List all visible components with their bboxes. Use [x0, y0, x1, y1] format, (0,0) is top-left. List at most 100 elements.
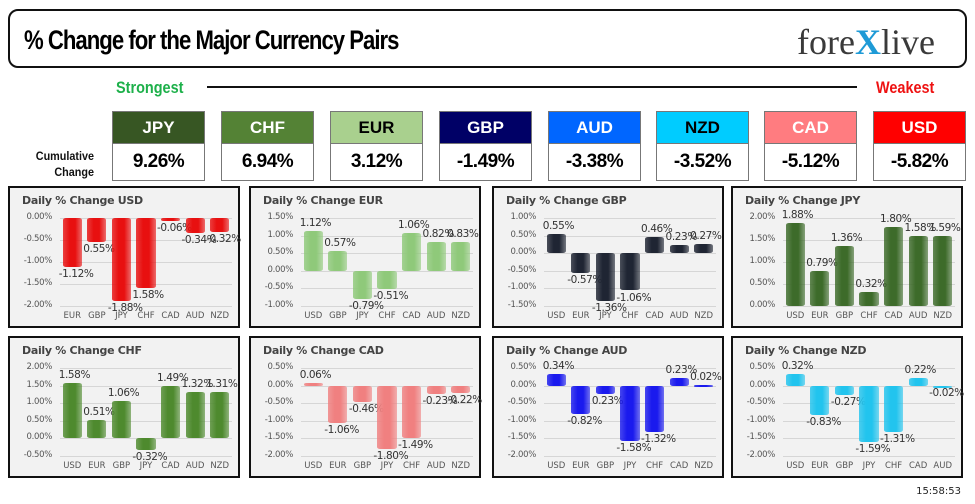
- x-tick-label: AUD: [426, 461, 446, 471]
- gridline: [783, 456, 955, 457]
- bar-gbp: [87, 218, 107, 243]
- data-label: 1.32%: [181, 377, 214, 390]
- chart-panel-usd: Daily % Change USD 0.00% -0.50% -1.00% -1.50…: [8, 186, 241, 328]
- chart-title: Daily % Change AUD: [506, 344, 628, 357]
- gridline: [301, 218, 473, 219]
- bar-cad: [401, 233, 422, 271]
- bar-eur: [571, 385, 591, 415]
- data-label: -0.06%: [156, 221, 192, 234]
- currency-card-eur: EUR 3.12%: [330, 111, 423, 181]
- data-label: 0.51%: [83, 406, 115, 419]
- y-tick-label: -0.50%: [23, 450, 53, 460]
- y-tick-label: -0.50%: [264, 397, 294, 408]
- y-tick-label: -2.00%: [746, 450, 776, 460]
- x-tick-label: CAD: [669, 461, 689, 471]
- data-label: 1.06%: [397, 219, 430, 232]
- bar-jpy: [352, 270, 372, 299]
- y-tick-label: -1.50%: [507, 300, 537, 310]
- y-tick-label: 0.00%: [26, 212, 52, 222]
- bar-chf: [859, 291, 879, 306]
- y-tick-label: 0.50%: [749, 278, 775, 288]
- bar-aud: [426, 385, 446, 394]
- chart-panel-aud: Daily % Change AUD 0.50% 0.00% -0.50% -1.00%…: [492, 336, 724, 478]
- y-tick-label: 1.00%: [749, 256, 775, 266]
- currency-code: AUD: [549, 112, 640, 144]
- bar-usd: [785, 374, 805, 386]
- x-tick-label: EUR: [811, 311, 829, 321]
- x-tick-label: USD: [786, 311, 805, 321]
- y-tick-label: -0.50%: [746, 397, 776, 408]
- data-label: 0.23%: [665, 363, 698, 376]
- x-tick-label: AUD: [669, 311, 689, 321]
- data-label: -1.80%: [373, 449, 409, 462]
- data-label: 0.82%: [422, 227, 455, 240]
- cumulative-value: -3.52%: [657, 144, 748, 180]
- bar-chf: [401, 385, 422, 439]
- bar-chf: [883, 385, 904, 432]
- gridline: [783, 262, 955, 263]
- y-tick-label: 0.50%: [267, 247, 293, 258]
- page-title: % Change for the Major Currency Pairs: [24, 25, 400, 55]
- data-label: 0.02%: [690, 370, 722, 383]
- x-tick-label: AUD: [933, 461, 952, 471]
- y-tick-label: -2.00%: [23, 300, 53, 310]
- x-tick-label: AUD: [908, 311, 928, 321]
- y-tick-label: 0.50%: [749, 362, 775, 372]
- gridline: [301, 235, 473, 237]
- gridline: [60, 385, 232, 387]
- gridline: [544, 235, 716, 237]
- data-label: 0.55%: [83, 243, 115, 256]
- chart-panel-gbp: Daily % Change GBP 1.00% 0.50% 0.00% -0.50% -…: [492, 186, 724, 328]
- y-tick-label: 0.00%: [267, 379, 293, 390]
- bar-nzd: [933, 236, 953, 306]
- bar-cad: [883, 226, 904, 306]
- y-tick-label: 0.00%: [267, 264, 293, 275]
- data-label: 0.34%: [542, 359, 575, 372]
- cumulative-value: -3.38%: [549, 144, 640, 180]
- gridline: [783, 306, 955, 307]
- y-tick-label: -0.50%: [507, 397, 537, 408]
- bar-jpy: [377, 385, 397, 449]
- y-tick-label: -1.50%: [507, 432, 537, 443]
- bar-gbp: [595, 385, 615, 394]
- data-label: -0.82%: [567, 415, 603, 428]
- gridline: [544, 368, 716, 369]
- bar-nzd: [451, 241, 471, 271]
- currency-card-aud: AUD -3.38%: [548, 111, 641, 181]
- y-tick-label: 1.50%: [267, 212, 293, 222]
- x-tick-label: EUR: [572, 461, 590, 471]
- bar-aud: [933, 385, 953, 388]
- data-label: 1.58%: [132, 288, 164, 301]
- y-tick-label: 0.50%: [510, 362, 536, 372]
- bar-jpy: [136, 438, 156, 450]
- data-label: 0.06%: [299, 369, 332, 382]
- data-label: 1.06%: [107, 387, 140, 400]
- currency-code: GBP: [440, 112, 531, 144]
- bar-gbp: [834, 385, 854, 396]
- y-tick-label: 2.00%: [749, 212, 775, 222]
- x-tick-label: CAD: [908, 461, 928, 471]
- data-label: -1.49%: [397, 439, 433, 452]
- y-tick-label: 0.00%: [510, 379, 536, 390]
- data-label: 0.57%: [324, 236, 356, 249]
- x-tick-label: GBP: [88, 311, 106, 321]
- x-tick-label: EUR: [572, 311, 590, 321]
- x-tick-label: GBP: [112, 461, 131, 471]
- x-tick-label: CAD: [645, 311, 664, 321]
- bar-nzd: [210, 392, 230, 439]
- x-tick-label: NZD: [694, 311, 714, 321]
- y-tick-label: -2.00%: [507, 450, 537, 460]
- bar-jpy: [620, 385, 640, 442]
- x-tick-label: CAD: [884, 311, 903, 321]
- y-tick-label: -1.00%: [507, 282, 537, 293]
- x-tick-label: CHF: [621, 311, 639, 321]
- data-label: -0.34%: [181, 233, 217, 246]
- gridline: [301, 456, 473, 457]
- bar-nzd: [451, 385, 471, 394]
- y-tick-label: -1.00%: [23, 256, 53, 266]
- data-label: -1.32%: [640, 433, 676, 446]
- chart-title: Daily % Change NZD: [745, 344, 867, 357]
- gridline: [544, 218, 716, 219]
- gridline: [544, 456, 716, 457]
- bar-chf: [620, 253, 640, 291]
